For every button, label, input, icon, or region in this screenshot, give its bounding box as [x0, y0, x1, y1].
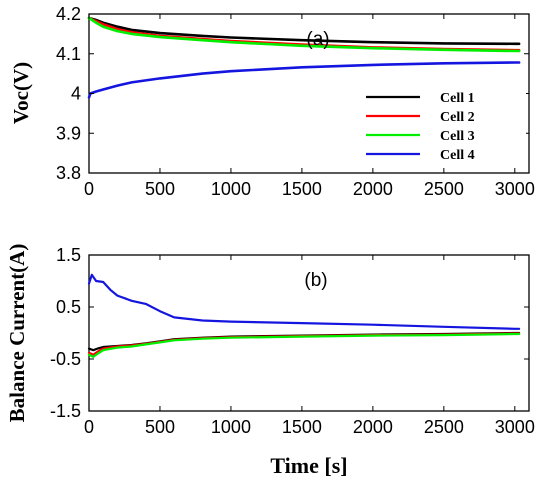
panel-b-series-3 — [87, 332, 521, 358]
legend-label-2: Cell 2 — [440, 110, 475, 125]
legend: Cell 1 Cell 2 Cell 3 Cell 4 — [362, 84, 526, 166]
panel-a-xtick-label: 1000 — [211, 179, 251, 199]
panel-b-ylabel: Balance Current(A) — [5, 244, 29, 423]
panel-b-xtick-label: 2000 — [353, 417, 393, 437]
panel-a-ytick-label: 4.2 — [56, 4, 81, 24]
panel-a-ytick-label: 4 — [71, 84, 81, 104]
legend-label-4: Cell 4 — [440, 148, 475, 163]
panel-b-series-4 — [87, 273, 521, 330]
panel-a-series-3 — [87, 16, 521, 53]
panel-a: 0 500 1000 1500 2000 2500 3000 3.8 3.9 4 4.1 4.2 (… — [9, 4, 535, 199]
legend-label-3: Cell 3 — [440, 129, 475, 144]
panel-b-ytick-label: -1.5 — [50, 401, 81, 421]
panel-a-ytick-label: 3.8 — [56, 163, 81, 183]
panel-b-ytick-label: 1.5 — [56, 245, 81, 265]
panel-a-xtick-label: 500 — [145, 179, 175, 199]
panel-b-xtick-label: 3000 — [495, 417, 535, 437]
legend-label-1: Cell 1 — [440, 91, 475, 106]
panel-a-series-1 — [87, 16, 521, 46]
panel-b-ytick-label: -0.5 — [50, 349, 81, 369]
panel-a-xtick-label: 3000 — [495, 179, 535, 199]
panel-a-series-4 — [87, 61, 521, 99]
panel-b-xtick-label: 1000 — [211, 417, 251, 437]
panel-a-xtick-label: 0 — [84, 179, 94, 199]
panel-a-xtick-label: 2500 — [424, 179, 464, 199]
panel-a-ytick-label: 3.9 — [56, 123, 81, 143]
panel-b-xtick-label: 0 — [84, 417, 94, 437]
panel-b-xtick-label: 2500 — [424, 417, 464, 437]
panel-b-xtick-label: 1500 — [282, 417, 322, 437]
panel-b-xtick-label: 500 — [145, 417, 175, 437]
panel-b-label: (b) — [304, 270, 327, 291]
panel-b-xlabel: Time [s] — [270, 453, 347, 478]
panel-b: 0 500 1000 1500 2000 2500 3000 -1.5-0.50.51.5 … — [5, 244, 535, 478]
panel-a-ytick-label: 4.1 — [56, 44, 81, 64]
panel-b-ytick-label: 0.5 — [56, 297, 81, 317]
panel-a-xtick-label: 1500 — [282, 179, 322, 199]
panel-a-xtick-label: 2000 — [353, 179, 393, 199]
panel-a-ylabel: Voc(V) — [9, 62, 33, 124]
panel-a-label: (a) — [306, 29, 329, 50]
